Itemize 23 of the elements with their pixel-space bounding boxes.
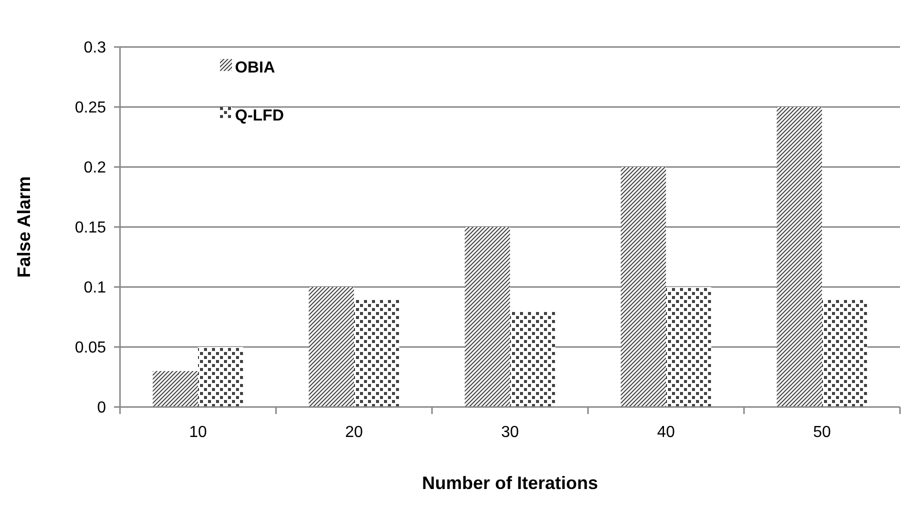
- y-tick-label: 0: [97, 400, 106, 417]
- x-tick-label: 40: [657, 424, 675, 441]
- y-tick-label: 0.3: [84, 40, 106, 57]
- y-tick-label: 0.15: [74, 220, 106, 237]
- y-tick-label: 0.1: [84, 280, 106, 297]
- bar: [308, 287, 354, 407]
- x-tick-label: 10: [189, 424, 207, 441]
- legend-label: Q-LFD: [235, 108, 284, 125]
- x-tick-label: 30: [501, 424, 519, 441]
- bar: [620, 167, 666, 407]
- bar: [776, 107, 822, 407]
- y-tick-label: 0.2: [84, 160, 106, 177]
- y-tick-label: 0.05: [74, 340, 106, 357]
- x-tick-label: 20: [345, 424, 363, 441]
- bar: [152, 371, 198, 407]
- bar: [198, 347, 244, 407]
- bar: [464, 227, 510, 407]
- legend-label: OBIA: [235, 60, 276, 77]
- x-axis-title: Number of Iterations: [422, 473, 598, 493]
- y-tick-label: 0.25: [74, 100, 106, 117]
- x-tick-label: 50: [813, 424, 831, 441]
- bar: [666, 287, 712, 407]
- y-axis-title: False Alarm: [14, 176, 34, 278]
